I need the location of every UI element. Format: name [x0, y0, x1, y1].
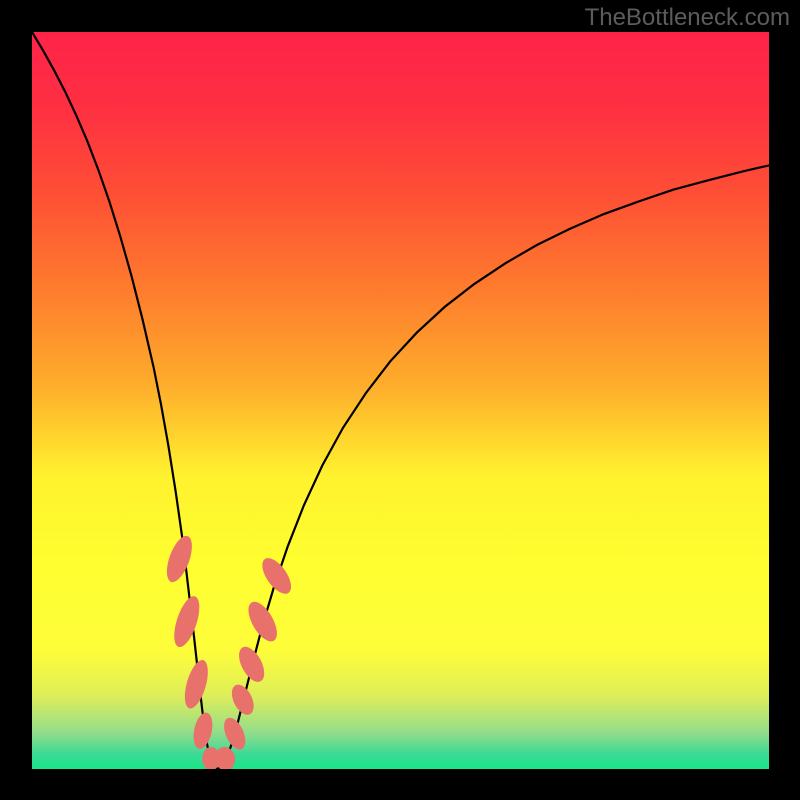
chart-svg: [0, 0, 800, 800]
chart-stage: TheBottleneck.com: [0, 0, 800, 800]
watermark-text: TheBottleneck.com: [585, 4, 790, 32]
plot-background: [32, 32, 769, 769]
